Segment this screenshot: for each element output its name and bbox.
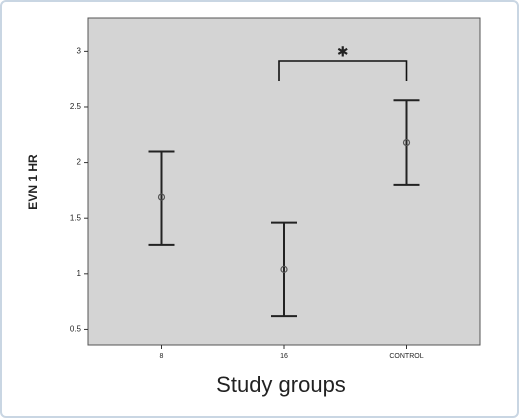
y-tick-label: 0.5	[70, 325, 82, 334]
significance-bracket	[278, 60, 408, 81]
x-tick-label: 8	[160, 353, 164, 360]
y-tick-label: 2.5	[70, 102, 82, 111]
mean-point	[402, 138, 411, 147]
y-tick-label: 3	[77, 46, 82, 55]
y-axis-label: EVN 1 HR	[26, 154, 40, 210]
mean-point	[280, 265, 288, 273]
mean-point	[157, 193, 166, 201]
significance-mark: ✱	[337, 44, 349, 60]
y-tick-label: 1	[77, 269, 82, 278]
x-tick-label: 16	[280, 353, 288, 360]
x-tick-label: CONTROL	[389, 353, 423, 360]
x-axis-label: Study groups	[216, 372, 346, 397]
y-tick-label: 1.5	[70, 213, 82, 222]
y-tick-label: 2	[77, 158, 82, 167]
